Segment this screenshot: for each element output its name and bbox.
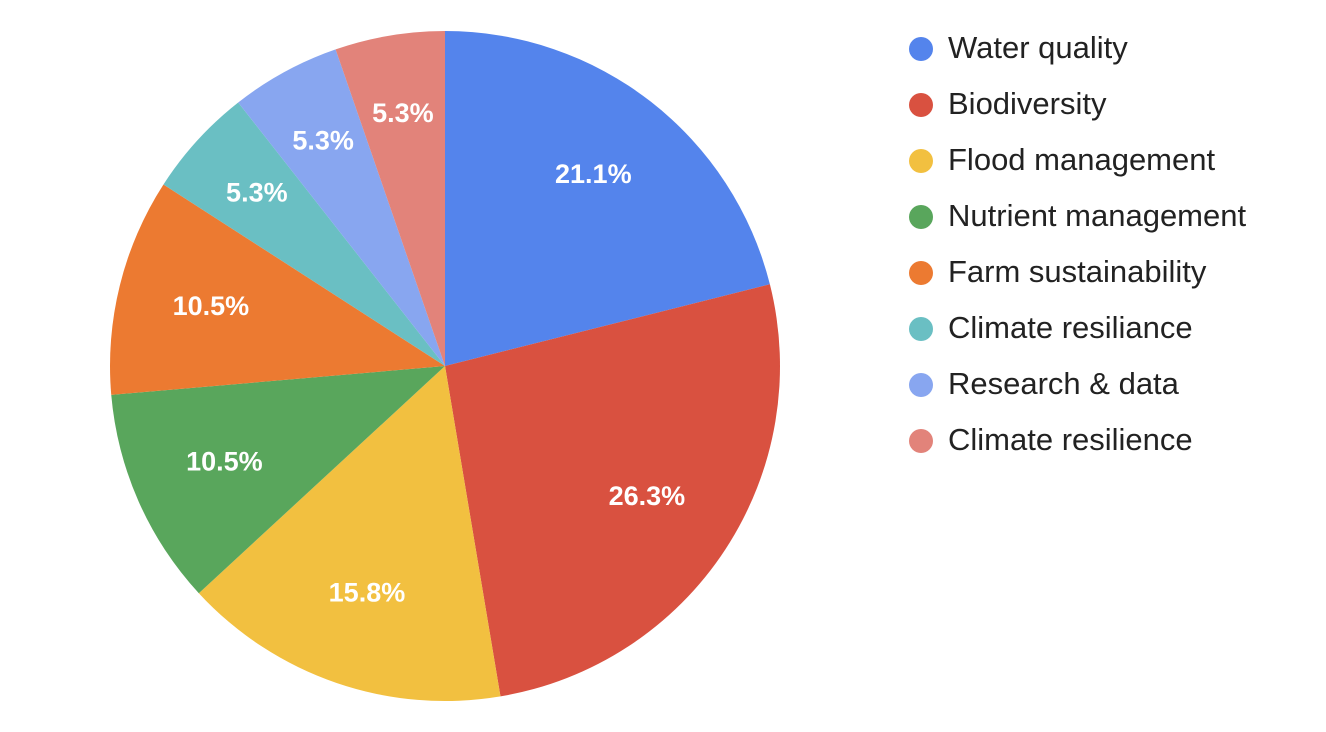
legend-marker: [909, 37, 933, 61]
pie-slice: [109, 184, 445, 395]
slice-label: 10.5%: [173, 291, 250, 321]
legend-marker: [909, 429, 933, 453]
slice-label: 10.5%: [186, 447, 263, 477]
legend-label: Flood management: [948, 142, 1215, 177]
legend-marker: [909, 205, 933, 229]
legend-label: Water quality: [948, 30, 1128, 65]
pie-slice: [445, 284, 780, 697]
pie-slice: [163, 102, 445, 366]
legend-label: Climate resiliance: [948, 310, 1193, 345]
legend-label: Climate resilience: [948, 422, 1193, 457]
legend-marker: [909, 373, 933, 397]
pie-slice: [445, 31, 770, 366]
legend-marker: [909, 93, 933, 117]
slice-label: 5.3%: [226, 178, 288, 208]
slice-label: 15.8%: [329, 577, 406, 607]
pie-slice: [335, 31, 445, 366]
legend-label: Nutrient management: [948, 198, 1246, 233]
pie-slice: [198, 366, 501, 701]
slice-label: 5.3%: [292, 126, 354, 156]
legend-label: Biodiversity: [948, 86, 1107, 121]
slice-label: 21.1%: [555, 159, 632, 189]
legend-marker: [909, 149, 933, 173]
slice-label: 5.3%: [372, 98, 434, 128]
slice-label: 26.3%: [609, 481, 686, 511]
legend-label: Research & data: [948, 366, 1180, 401]
legend-marker: [909, 261, 933, 285]
pie-slice: [111, 366, 445, 594]
legend-marker: [909, 317, 933, 341]
pie-slice: [238, 49, 445, 366]
legend-label: Farm sustainability: [948, 254, 1207, 289]
